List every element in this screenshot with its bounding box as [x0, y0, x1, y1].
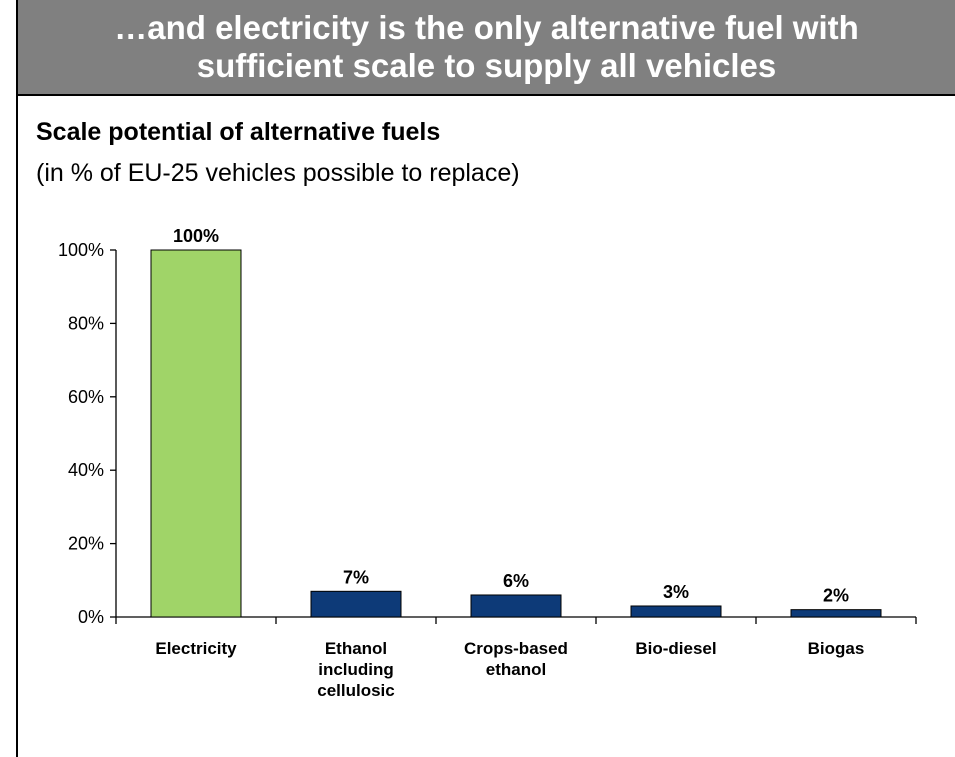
x-category-label: Ethanol including cellulosic [317, 639, 394, 700]
header-band: …and electricity is the only alternative… [16, 0, 955, 96]
y-tick-label: 100% [58, 240, 104, 260]
y-tick-label: 40% [68, 460, 104, 480]
x-category-label-line: Electricity [155, 639, 237, 658]
y-tick-label: 80% [68, 313, 104, 333]
x-category-label-line: Bio-diesel [635, 639, 716, 658]
x-category-label: Bio-diesel [635, 639, 716, 658]
bar-value-label: 7% [343, 567, 369, 587]
x-category-label-line: Crops-based [464, 639, 568, 658]
bar-value-label: 6% [503, 571, 529, 591]
x-category-label-line: ethanol [486, 660, 546, 679]
bar-crops-based-ethanol [470, 594, 562, 618]
bar-value-label: 2% [823, 586, 849, 606]
slide-frame [16, 0, 955, 757]
x-category-label-line: cellulosic [317, 681, 394, 700]
bar-electricity [150, 249, 242, 618]
y-tick-label: 0% [78, 607, 104, 627]
x-category-label-line: Biogas [808, 639, 865, 658]
y-tick-label: 20% [68, 534, 104, 554]
bar-value-label: 100% [173, 226, 219, 246]
chart-title: Scale potential of alternative fuels [36, 118, 441, 146]
y-tick-label: 60% [68, 387, 104, 407]
x-category-label: Crops-based ethanol [464, 639, 568, 679]
x-category-label: Electricity [155, 639, 237, 658]
chart-subtitle: (in % of EU-25 vehicles possible to repl… [36, 159, 520, 187]
bar-value-label: 3% [663, 582, 689, 602]
bar-ethanol-including-cellulosic [310, 590, 402, 618]
x-category-label-line: Ethanol [325, 639, 387, 658]
x-category-label: Biogas [808, 639, 865, 658]
slide-title: …and electricity is the only alternative… [114, 9, 859, 84]
bar-biogas [790, 609, 882, 618]
bar-bio-diesel [630, 605, 722, 618]
x-category-label-line: including [318, 660, 394, 679]
